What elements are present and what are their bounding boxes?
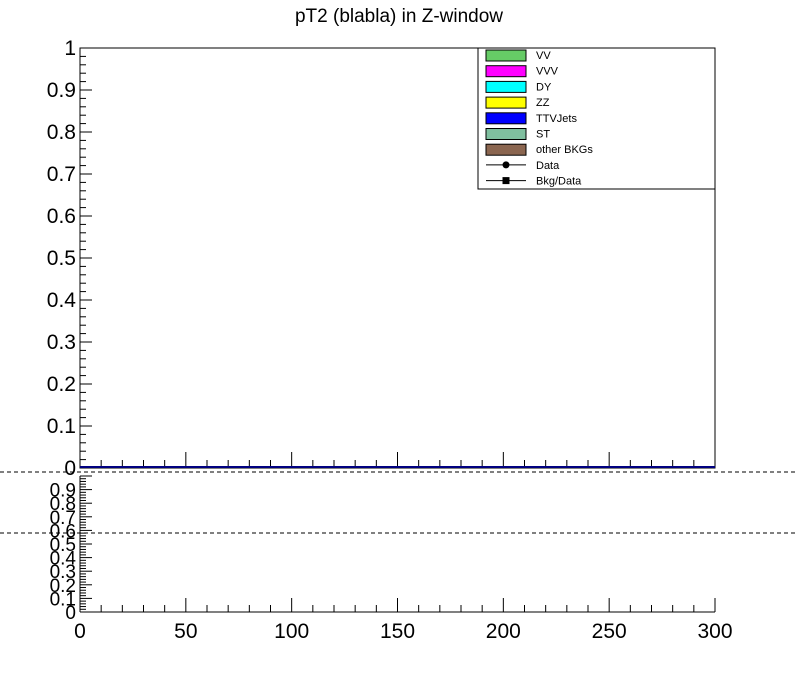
legend-entry: TTVJets: [485, 112, 577, 125]
legend-swatch: [485, 49, 527, 62]
legend-label: VVV: [536, 66, 559, 78]
y-tick-label: 0.2: [47, 373, 76, 396]
y-tick-label: 0.8: [47, 121, 76, 144]
ratio-y-tick-label: 0.7: [50, 508, 76, 529]
y-tick-label: 0.9: [47, 79, 76, 102]
ratio-y-tick-label: 0.2: [50, 576, 76, 597]
y-tick-label: 0.1: [47, 415, 76, 438]
pad-separators: [0, 471, 798, 534]
ratio-y-tick-label: 0.4: [50, 549, 77, 570]
chart-title: pT2 (blabla) in Z-window: [295, 6, 503, 27]
legend-label: TTVJets: [536, 113, 577, 125]
legend-marker-square: [502, 177, 510, 185]
ratio-y-tick-label: 0.5: [50, 535, 76, 556]
y-tick-label: 0.6: [47, 205, 76, 228]
ratio-panel: 00.10.20.30.40.50.60.70.80.90 50 100 150 200…: [50, 475, 733, 643]
x-tick-label: 100: [274, 620, 309, 643]
legend-swatch: [485, 65, 527, 78]
legend-entry: VVV: [485, 65, 559, 78]
legend-entry: VV: [485, 49, 551, 62]
x-tick-label: 50: [174, 620, 197, 643]
legend-label: Bkg/Data: [536, 176, 582, 188]
legend-label: DY: [536, 81, 552, 93]
y-tick-label: 1: [64, 37, 76, 60]
legend-swatch: [485, 128, 527, 140]
legend-swatch: [485, 143, 527, 156]
legend-label: Data: [536, 160, 560, 172]
legend-swatch: [485, 96, 527, 109]
y-tick-label: 0.3: [47, 331, 76, 354]
ratio-y-tick-label: 0.1: [50, 589, 76, 610]
x-tick-label: 0: [74, 620, 86, 643]
legend-entry: other BKGs: [485, 143, 593, 156]
legend-label: other BKGs: [536, 144, 593, 156]
ratio-y-tick-label: 0.8: [50, 494, 76, 515]
legend-label: ZZ: [536, 97, 550, 109]
main-panel: 0 0.1 0.2 0.3 0.4 0.5 0.6 0.7 0.8 0.9 1: [47, 37, 716, 480]
x-tick-label: 250: [592, 620, 627, 643]
y-tick-label: 0.5: [47, 247, 76, 270]
legend-marker-circle: [502, 161, 510, 169]
legend-label: ST: [536, 129, 550, 141]
ratio-y-tick-label: 0.3: [50, 562, 76, 583]
legend-entry: DY: [485, 80, 552, 93]
y-tick-label: 0.4: [47, 289, 77, 312]
legend-swatch: [485, 112, 527, 125]
x-tick-label: 300: [697, 620, 732, 643]
legend-label: VV: [536, 50, 551, 62]
ratio-y-tick-label: 0: [65, 603, 76, 624]
y-tick-label: 0: [64, 457, 76, 480]
ratio-y-tick-label: 0.9: [50, 481, 76, 502]
x-tick-label: 150: [380, 620, 415, 643]
legend-entry: Data: [486, 160, 560, 172]
ratio-y-tick-label: 0.6: [50, 521, 76, 542]
legend-entry: Bkg/Data: [486, 176, 582, 188]
legend-entry: ST: [485, 128, 550, 141]
y-tick-label: 0.7: [47, 163, 76, 186]
legend-entry: ZZ: [485, 96, 550, 109]
x-tick-label: 200: [486, 620, 521, 643]
legend-swatch: [485, 80, 527, 93]
